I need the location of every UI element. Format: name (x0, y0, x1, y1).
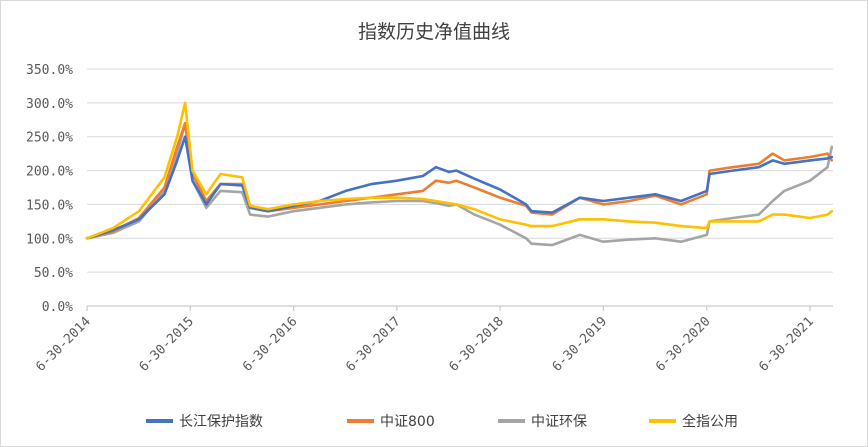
y-tick-label: 50.0% (34, 266, 73, 281)
legend-label: 全指公用 (682, 413, 738, 430)
x-tick-label: 6-30-2021 (756, 314, 816, 374)
x-tick-label: 6-30-2014 (33, 314, 94, 375)
x-tick-label: 6-30-2020 (653, 314, 713, 374)
grid-layer (87, 68, 833, 307)
chart-title: 指数历史净值曲线 (358, 21, 510, 43)
x-tick-label: 6-30-2016 (240, 314, 300, 374)
x-tick-label: 6-30-2017 (343, 314, 403, 374)
y-tick-label: 200.0% (26, 165, 73, 180)
x-tick-label: 6-30-2018 (447, 314, 507, 374)
y-tick-label: 150.0% (26, 198, 73, 213)
legend-label: 长江保护指数 (179, 414, 263, 430)
y-tick-label: 100.0% (26, 232, 73, 247)
y-tick-label: 250.0% (26, 131, 73, 146)
series-line-0 (85, 135, 834, 240)
x-axis: 6-30-2014 6-30-2015 6-30-2016 6-30-2017 6-30… (33, 306, 817, 375)
series-layer (85, 101, 834, 247)
legend-label: 中证环保 (531, 414, 587, 430)
x-tick-label: 6-30-2015 (137, 314, 197, 374)
y-tick-label: 350.0% (26, 63, 73, 78)
legend: 长江保护指数 中证800 中证环保 全指公用 (146, 413, 738, 430)
y-axis: 0.0% 50.0% 100.0% 150.0% 200.0% 250.0% 300.0% 3… (26, 63, 73, 315)
legend-label: 中证800 (380, 414, 435, 430)
x-tick-label: 6-30-2019 (550, 314, 610, 374)
y-tick-label: 300.0% (26, 97, 73, 112)
series-line-1 (85, 121, 834, 240)
series-line-3 (85, 101, 834, 240)
y-tick-label: 0.0% (42, 300, 73, 315)
